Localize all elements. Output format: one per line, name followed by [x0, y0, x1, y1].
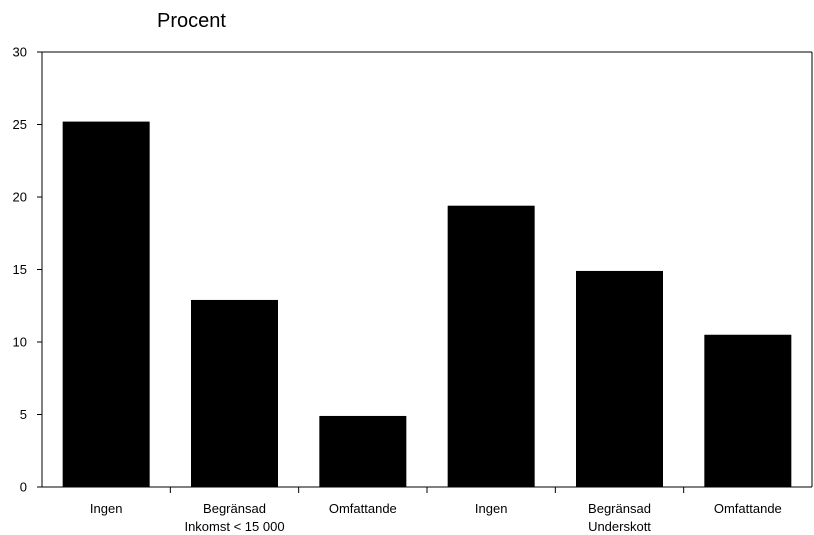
bar: [447, 205, 535, 487]
y-tick-label: 5: [20, 407, 27, 422]
x-tick-label: Begränsad: [203, 501, 266, 516]
x-tick-label: Omfattande: [714, 501, 782, 516]
bar: [704, 334, 792, 487]
bar: [576, 270, 663, 487]
x-tick-label: Inkomst < 15 000: [184, 519, 284, 534]
y-axis-unit-label: Procent: [157, 10, 226, 32]
bar: [191, 299, 278, 487]
y-tick-label: 15: [13, 262, 27, 277]
x-tick-label: Omfattande: [329, 501, 397, 516]
y-tick-label: 30: [13, 45, 27, 60]
x-tick-label: Ingen: [90, 501, 123, 516]
bar: [319, 415, 407, 487]
y-tick-label: 0: [20, 480, 27, 495]
x-tick-label: Ingen: [475, 501, 508, 516]
y-tick-label: 20: [13, 190, 27, 205]
x-tick-label: Underskott: [588, 519, 651, 534]
bar: [62, 121, 150, 487]
x-tick-label: Begränsad: [588, 501, 651, 516]
y-tick-label: 25: [13, 117, 27, 132]
y-tick-label: 10: [13, 335, 27, 350]
